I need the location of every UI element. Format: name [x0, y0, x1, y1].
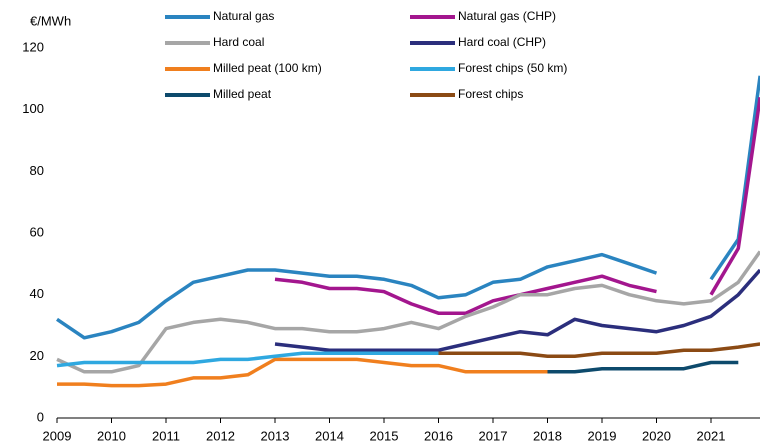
- x-tick-label: 2019: [588, 428, 617, 443]
- series-line: [438, 342, 760, 359]
- x-tick-label: 2013: [261, 428, 290, 443]
- x-tick-label: 2009: [43, 428, 72, 443]
- x-tick-label: 2010: [97, 428, 126, 443]
- legend-label: Forest chips: [458, 87, 523, 101]
- x-tick-label: 2020: [642, 428, 671, 443]
- series-line: [56, 250, 760, 374]
- y-axis-label: €/MWh: [30, 13, 71, 28]
- legend-label: Forest chips (50 km): [458, 61, 567, 75]
- legend-label: Natural gas (CHP): [458, 9, 556, 23]
- x-tick-label: 2016: [424, 428, 453, 443]
- legend-label: Hard coal (CHP): [458, 35, 546, 49]
- x-tick-label: 2018: [533, 428, 562, 443]
- y-tick-label: 40: [30, 286, 44, 301]
- x-tick-label: 2021: [697, 428, 726, 443]
- y-tick-label: 120: [22, 39, 44, 54]
- series-line: [274, 268, 760, 352]
- series-line: [56, 351, 439, 368]
- y-tick-label: 80: [30, 163, 44, 178]
- series-line: [56, 75, 760, 340]
- series-line: [57, 357, 548, 388]
- legend-label: Milled peat (100 km): [213, 61, 322, 75]
- y-tick-label: 100: [22, 101, 44, 116]
- legend-label: Natural gas: [213, 9, 274, 23]
- y-tick-label: 20: [30, 348, 44, 363]
- x-tick-label: 2017: [479, 428, 508, 443]
- series-line: [274, 97, 760, 315]
- y-tick-label: 60: [30, 224, 44, 239]
- legend-label: Hard coal: [213, 35, 264, 49]
- x-tick-label: 2011: [152, 428, 180, 443]
- series-line: [547, 360, 739, 374]
- x-tick-label: 2015: [370, 428, 399, 443]
- y-tick-label: 0: [37, 409, 44, 424]
- x-tick-label: 2012: [206, 428, 235, 443]
- legend-label: Milled peat: [213, 87, 272, 101]
- x-tick-label: 2014: [315, 428, 344, 443]
